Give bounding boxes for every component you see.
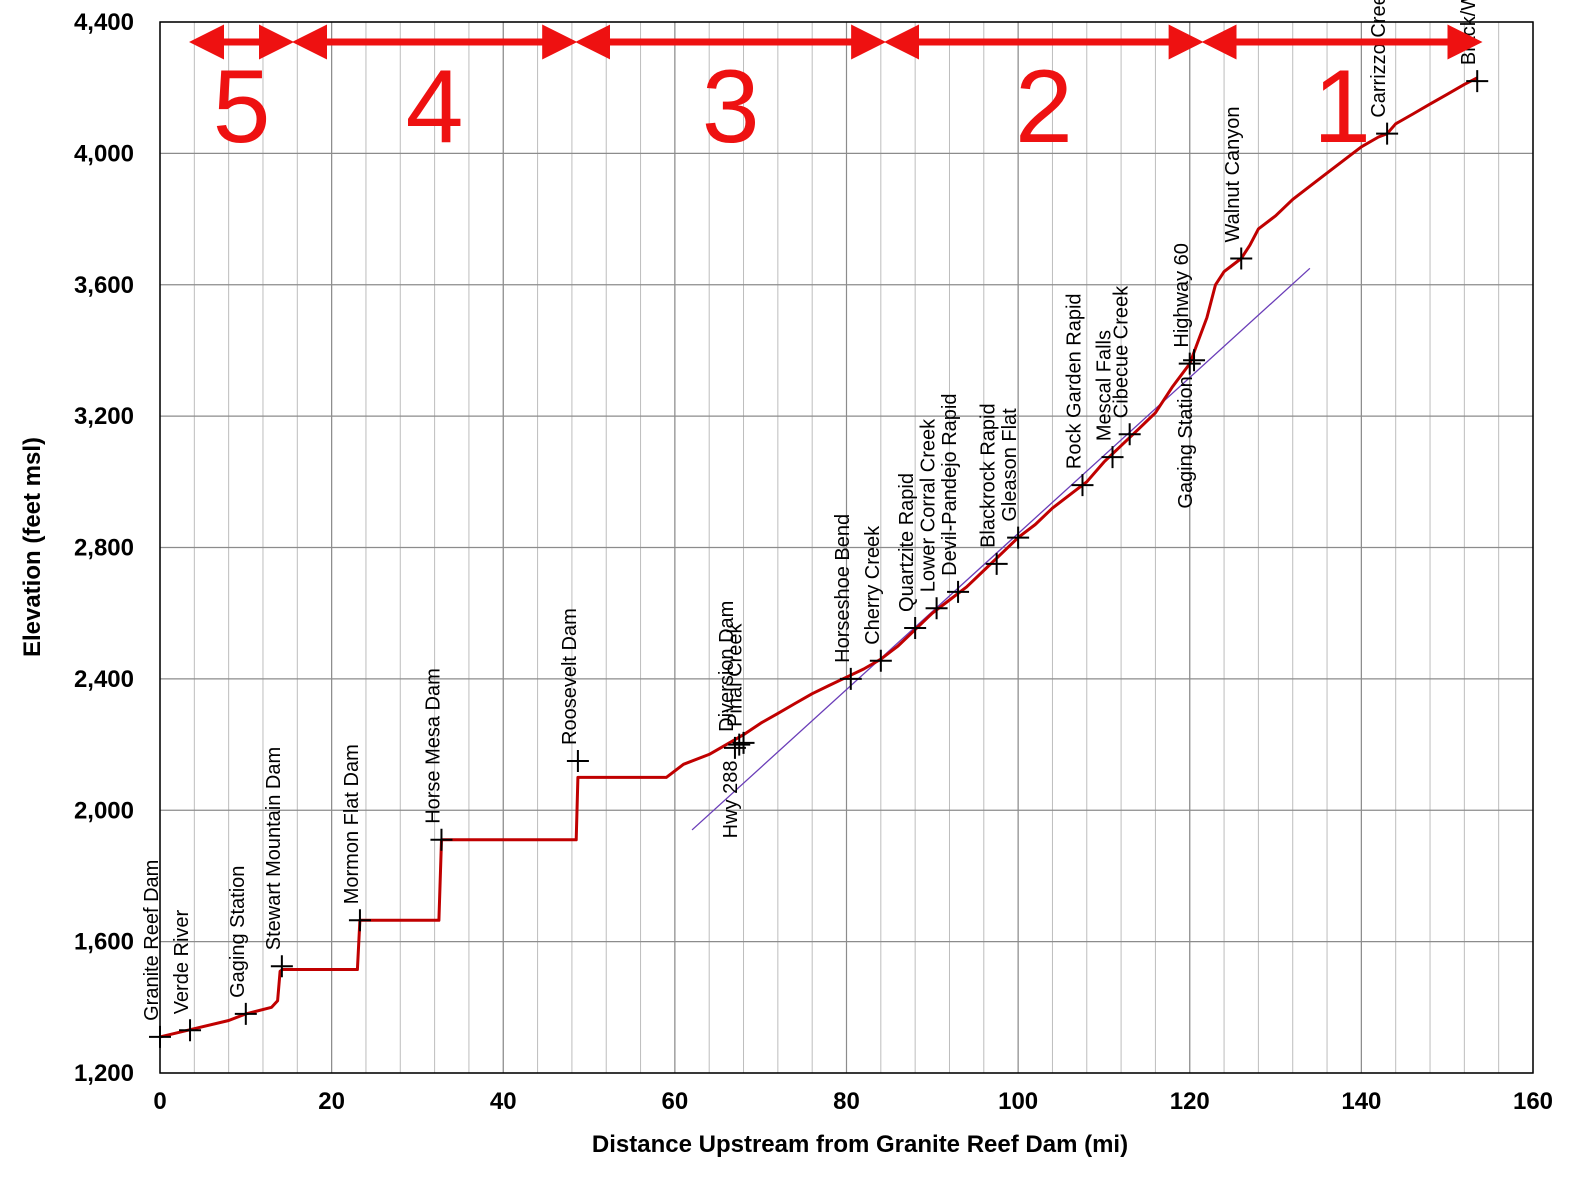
location-label: Rock Garden Rapid [1063,293,1085,469]
location-marker [1178,352,1201,375]
location-marker [1183,349,1206,372]
location-label: Gleason Flat [999,408,1021,522]
x-tick-label: 0 [153,1088,166,1115]
x-tick-label: 120 [1170,1088,1210,1115]
location-marker [1376,122,1399,145]
location-label: Mormon Flat Dam [341,744,363,904]
y-tick-label: 4,000 [74,140,134,167]
location-label: Horse Mesa Dam [422,668,444,824]
y-tick-label: 2,000 [74,797,134,824]
location-marker [869,649,892,672]
location-label: Pinal Creek [725,623,747,727]
location-label: Mescal Falls [1094,330,1116,441]
location-label: Horseshoe Bend [832,514,854,663]
location-marker [270,955,293,978]
y-tick-label: 2,800 [74,535,134,562]
location-marker [1118,423,1141,446]
location-label: Black/White River Confluence [1458,0,1480,65]
location-label: Carrizzo Creek [1368,0,1390,118]
y-tick-label: 1,200 [74,1060,134,1087]
location-marker [723,736,746,759]
location-label: Lower Corral Creek [918,418,940,592]
location-label: Highway 60 [1171,243,1193,348]
location-label: Verde River [171,909,193,1014]
location-marker [566,749,589,772]
location-label: Granite Reef Dam [141,860,163,1021]
location-marker [149,1025,171,1048]
location-label: Walnut Canyon [1222,106,1244,242]
location-label: Cherry Creek [862,525,884,645]
location-marker [348,909,371,932]
y-axis-title: Elevation (feet msl) [19,437,46,657]
location-marker [1007,526,1030,549]
location-marker [430,828,453,851]
x-tick-label: 40 [490,1088,517,1115]
x-tick-label: 80 [833,1088,860,1115]
location-marker [839,667,862,690]
location-label: Gaging Station [227,866,249,998]
location-marker [179,1019,202,1042]
location-label: Gaging Station [1175,376,1197,508]
location-marker [1230,247,1253,270]
reach-number: 3 [702,49,760,165]
location-label: Diversion Dam [716,601,738,732]
location-marker [1466,70,1489,93]
location-label: Devil-Pandejo Rapid [939,394,961,576]
reach-number: 1 [1313,49,1371,165]
x-tick-label: 100 [998,1088,1038,1115]
x-tick-label: 60 [662,1088,689,1115]
x-axis-title: Distance Upstream from Granite Reef Dam … [592,1131,1128,1158]
trend-line [691,267,1311,831]
reach-number: 2 [1015,49,1073,165]
x-tick-label: 140 [1341,1088,1381,1115]
location-label: Blackrock Rapid [978,403,1000,548]
reach-number: 4 [406,49,464,165]
location-marker [234,1002,257,1025]
location-marker [904,616,927,639]
location-marker [1071,474,1094,497]
location-marker [947,580,970,603]
location-label: Hwy 288 [720,761,742,839]
reach-number: 5 [213,49,271,165]
location-marker [985,552,1008,575]
location-label: Cibecue Creek [1111,285,1133,418]
location-label: Stewart Mountain Dam [263,747,285,950]
x-tick-label: 20 [318,1088,345,1115]
location-label: Quartzite Rapid [896,473,918,612]
y-tick-label: 2,400 [74,666,134,693]
y-tick-label: 1,600 [74,929,134,956]
location-marker [732,731,755,754]
x-tick-label: 160 [1513,1088,1553,1115]
location-marker [1101,446,1124,469]
location-marker [728,733,751,756]
plot-frame [159,21,1534,1074]
y-tick-label: 4,400 [74,9,134,36]
location-marker [925,597,948,620]
y-tick-label: 3,200 [74,403,134,430]
location-label: Roosevelt Dam [559,608,581,745]
y-tick-label: 3,600 [74,272,134,299]
